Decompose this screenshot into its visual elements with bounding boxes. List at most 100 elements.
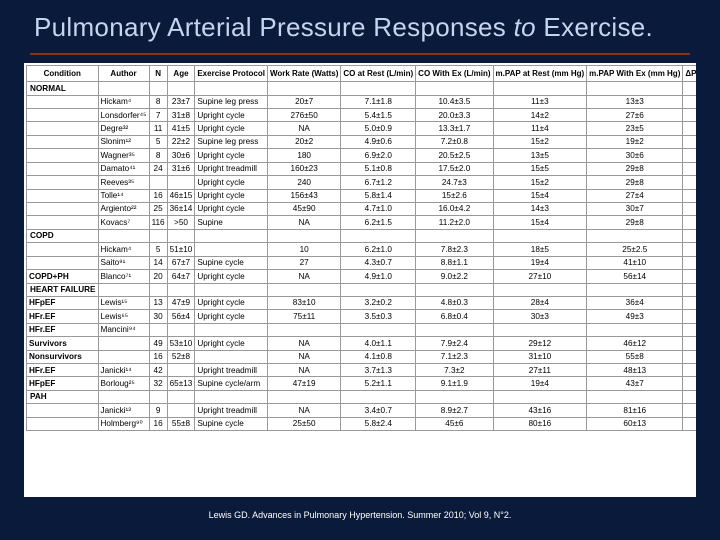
cell: 81±16	[587, 404, 683, 417]
cell	[27, 122, 99, 135]
cell: 27	[267, 256, 340, 269]
cell	[341, 323, 416, 336]
cell: 31±6	[167, 162, 195, 175]
cell: 75±11	[267, 310, 340, 323]
cell: 9.1±1.9	[416, 377, 493, 390]
cell: 56±4	[167, 310, 195, 323]
cell: Upright cycle	[195, 149, 268, 162]
section-row: COPD	[27, 229, 697, 242]
cell: 23±7	[167, 95, 195, 108]
empty-cell	[341, 283, 416, 296]
cell: 4.3±0.7	[341, 256, 416, 269]
cell: Tolle¹⁴	[98, 189, 149, 202]
cell	[195, 243, 268, 256]
cell: 5	[149, 135, 167, 148]
cell: 13±5	[493, 149, 587, 162]
cell: 7.1±2.3	[416, 350, 493, 363]
cell	[195, 323, 268, 336]
cell	[683, 122, 696, 135]
cell: 156±43	[267, 189, 340, 202]
cell	[683, 202, 696, 215]
cell	[149, 176, 167, 189]
cell: 5.1±0.8	[341, 162, 416, 175]
cell: NA	[267, 216, 340, 229]
cell: Janicki¹³	[98, 404, 149, 417]
cell: 20±7	[267, 95, 340, 108]
cell	[27, 109, 99, 122]
section-row: PAH	[27, 390, 697, 403]
cell: COPD+PH	[27, 270, 99, 283]
cell: 52±8	[167, 350, 195, 363]
title-em: to	[514, 12, 536, 42]
cell: 3.7±1.3	[341, 364, 416, 377]
empty-cell	[416, 82, 493, 95]
col-header: Age	[167, 66, 195, 82]
cell: 4.8±0.3	[416, 296, 493, 309]
cell: Upright cycle	[195, 109, 268, 122]
empty-cell	[149, 390, 167, 403]
cell: 19±2	[587, 135, 683, 148]
cell	[493, 323, 587, 336]
cell: 6.9±2.0	[341, 149, 416, 162]
cell: Upright treadmill	[195, 404, 268, 417]
cell: Reeves³⁵	[98, 176, 149, 189]
cell: 25	[149, 202, 167, 215]
cell: 16	[149, 189, 167, 202]
cell: 6.2±1.0	[341, 243, 416, 256]
cell	[683, 377, 696, 390]
cell: 5.8±1.4	[341, 189, 416, 202]
table-container: ConditionAuthorNAgeExercise ProtocolWork…	[24, 63, 696, 497]
cell: 55±8	[587, 350, 683, 363]
cell: 19±4	[493, 377, 587, 390]
table-row: COPD+PHBlanco⁷¹2064±7Upright cycleNA4.9±…	[27, 270, 697, 283]
cell: 13.3±1.7	[416, 122, 493, 135]
empty-cell	[341, 390, 416, 403]
cell: Upright cycle	[195, 189, 268, 202]
cell	[416, 323, 493, 336]
table-row: HFr.EFJanicki¹⁴42Upright treadmillNA3.7±…	[27, 364, 697, 377]
cell: 20.5±2.5	[416, 149, 493, 162]
cell: 14±2	[493, 109, 587, 122]
cell: 5.2±1.1	[341, 377, 416, 390]
cell: 42	[149, 364, 167, 377]
cell: 30	[149, 310, 167, 323]
empty-cell	[493, 82, 587, 95]
cell: 29±12	[493, 337, 587, 350]
cell: 4.7±1.0	[341, 202, 416, 215]
cell: 46±12	[587, 337, 683, 350]
cell: 3.4±0.7	[341, 404, 416, 417]
table-row: Hickam⁴823±7Supine leg press20±77.1±1.81…	[27, 95, 697, 108]
cell	[27, 149, 99, 162]
cell: 47±19	[267, 377, 340, 390]
cell: 5.8±2.4	[341, 417, 416, 430]
cell: Nonsurvivors	[27, 350, 99, 363]
cell: 41±5	[167, 122, 195, 135]
cell: 27±6	[587, 109, 683, 122]
empty-cell	[195, 82, 268, 95]
cell: 5.0±0.9	[341, 122, 416, 135]
cell	[683, 323, 696, 336]
cell	[267, 323, 340, 336]
empty-cell	[587, 82, 683, 95]
cell: 15±4	[493, 216, 587, 229]
cell: Saito⁹¹	[98, 256, 149, 269]
table-row: Saito⁹¹1467±7Supine cycle274.3±0.78.8±1.…	[27, 256, 697, 269]
cell: 65±13	[167, 377, 195, 390]
cell: Upright treadmill	[195, 364, 268, 377]
cell: Holmberg⁹⁰	[98, 417, 149, 430]
cell: 55±8	[167, 417, 195, 430]
cell: Borloug²⁵	[98, 377, 149, 390]
cell: HFr.EF	[27, 323, 99, 336]
empty-cell	[493, 283, 587, 296]
cell: 36±4	[587, 296, 683, 309]
table-body: NORMALHickam⁴823±7Supine leg press20±77.…	[27, 82, 697, 431]
cell	[27, 202, 99, 215]
cell: 29±8	[587, 216, 683, 229]
col-header: CO With Ex (L/min)	[416, 66, 493, 82]
slide-title: Pulmonary Arterial Pressure Responses to…	[0, 0, 720, 49]
table-row: Holmberg⁹⁰1655±8Supine cycle25±505.8±2.4…	[27, 417, 697, 430]
cell: 3.2±0.2	[341, 296, 416, 309]
cell	[27, 135, 99, 148]
cell: 15±2	[493, 176, 587, 189]
cell	[27, 417, 99, 430]
